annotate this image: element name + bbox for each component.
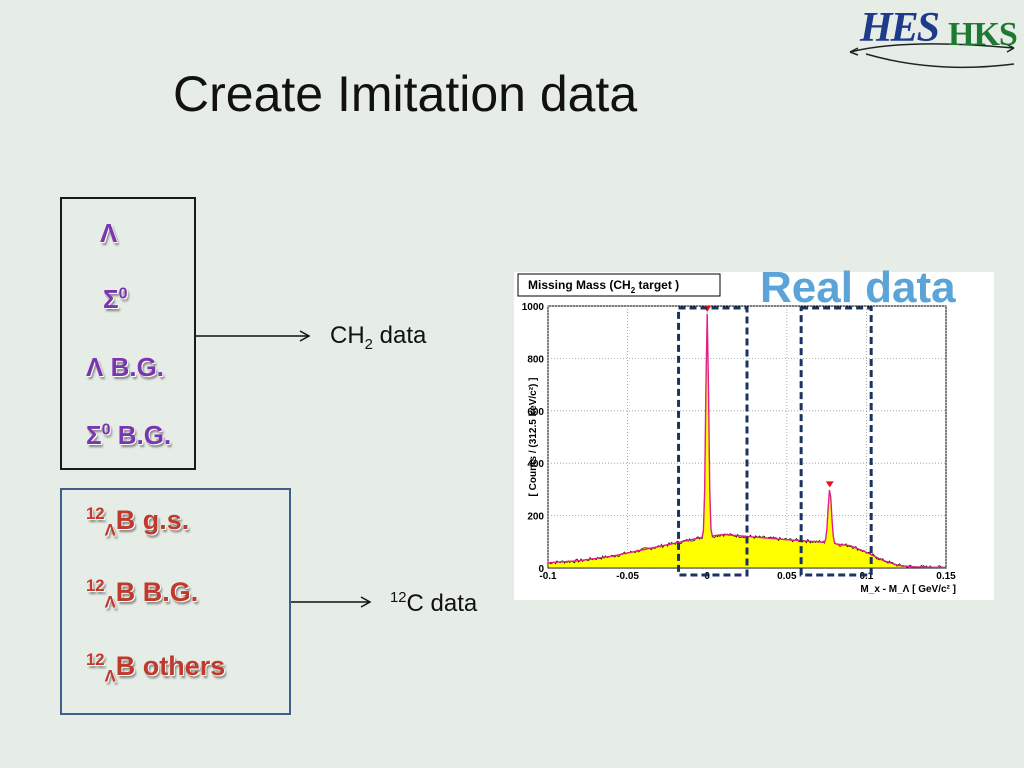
chart-svg: -0.1 -0.05 0 0.05 0.1 0.1502004006008001000Mi… [517, 273, 956, 595]
real-data-label: Real data [760, 263, 956, 312]
gs-sub: Λ [104, 520, 116, 540]
logo-hks-text: HKS [948, 16, 1018, 53]
bg-rest: B B.G. [115, 577, 199, 607]
y-tick-label: 200 [527, 512, 544, 523]
sigma-sup: 0 [118, 284, 128, 303]
x-axis-label: M_x - M_Λ [ GeV/c² ] [860, 584, 956, 595]
missing-mass-chart: -0.1 -0.05 0 0.05 0.1 0.15 0 200 400 600 800 1000 Mi… [514, 272, 994, 600]
selection-box [677, 306, 749, 577]
hypernucleus-bg-label: 12ΛB B.G. [86, 576, 199, 612]
others-sup: 12 [86, 650, 105, 669]
y-tick-label: 0 [538, 564, 544, 575]
others-sub: Λ [104, 666, 116, 686]
y-tick-label: 400 [527, 459, 544, 470]
chart-title: Missing Mass (CH2 target ) [528, 278, 679, 295]
ch2-rest: data [372, 322, 427, 349]
ch2-main: CH [330, 322, 365, 349]
logo-graphic [849, 43, 1015, 69]
hes-hks-logo: HES HKS [846, 4, 1022, 74]
hypernucleus-others-label: 12ΛB others [86, 650, 226, 686]
selection-box [799, 306, 873, 577]
lambda-bg-text: Λ B.G. [86, 352, 165, 382]
sigma-bg-sup: 0 [101, 420, 111, 439]
x-tick-label: -0.05 [616, 571, 639, 582]
lambda-text: Λ [100, 218, 118, 248]
c12-sup: 12 [390, 590, 407, 606]
c12-rest: C data [406, 590, 478, 617]
y-tick-label: 1000 [522, 302, 545, 313]
gs-rest: B g.s. [115, 505, 190, 535]
ch2-sub: 2 [364, 336, 373, 353]
lambda-bg-label: Λ B.G. [86, 352, 164, 382]
slide-title: Create Imitation data [173, 66, 638, 122]
ch2-particle-box [60, 197, 196, 470]
c12-arrow [291, 596, 372, 608]
y-tick-label: 600 [527, 407, 544, 418]
bg-sup: 12 [86, 576, 105, 595]
peak-marker [825, 481, 834, 488]
lambda-label: Λ [100, 218, 117, 248]
c12-data-label: 12C data [390, 590, 477, 618]
x-tick-label: 0.15 [936, 571, 956, 582]
hypernucleus-gs-label: 12ΛB g.s. [86, 504, 190, 540]
sigma-text: Σ [103, 284, 119, 314]
others-rest: B others [115, 651, 226, 681]
sigma-bg-main: Σ [86, 420, 102, 450]
sigma0-label: Σ0 [103, 284, 128, 314]
fit-curve [547, 313, 946, 569]
ch2-arrow [196, 330, 311, 342]
y-tick-label: 800 [527, 354, 544, 365]
sigma0-bg-label: Σ0 B.G. [86, 420, 171, 450]
y-axis-label: [ Counts / (312.5 keV/c²) ] [528, 378, 539, 497]
c12-particle-box [60, 488, 291, 715]
x-tick-label: -0.1 [539, 571, 557, 582]
logo-hes-text: HES [860, 5, 940, 51]
x-tick-label: 0.05 [777, 571, 797, 582]
sigma-bg-rest: B.G. [110, 420, 172, 450]
gs-sup: 12 [86, 504, 105, 523]
ch2-data-label: CH2 data [330, 322, 427, 353]
bg-sub: Λ [104, 592, 116, 612]
chart-title-box [517, 273, 721, 297]
